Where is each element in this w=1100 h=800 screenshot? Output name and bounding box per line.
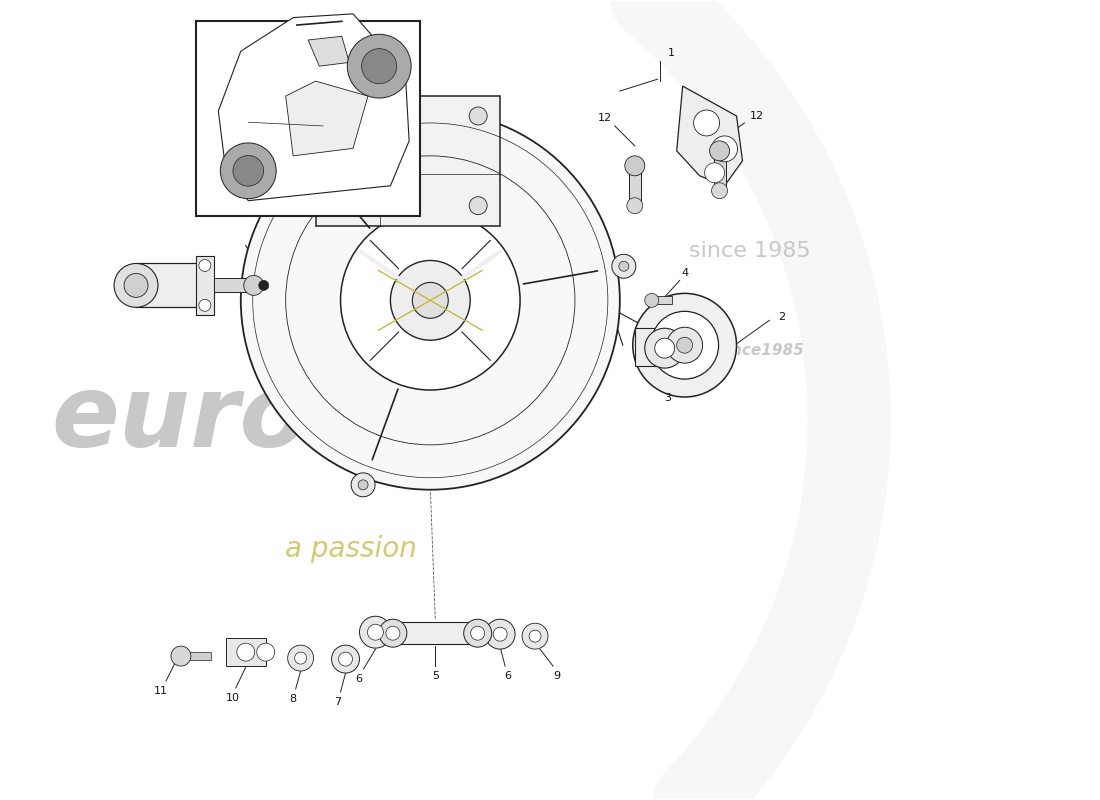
Circle shape: [470, 197, 487, 214]
Circle shape: [412, 282, 449, 318]
Circle shape: [292, 138, 316, 162]
Circle shape: [341, 210, 520, 390]
Circle shape: [367, 624, 384, 640]
Circle shape: [645, 328, 684, 368]
Bar: [635, 328, 664, 366]
Circle shape: [256, 643, 275, 661]
Text: a passion: a passion: [285, 535, 417, 563]
Text: europeansince1985: europeansince1985: [635, 342, 804, 358]
Bar: [136, 263, 211, 307]
Circle shape: [529, 630, 541, 642]
Circle shape: [359, 480, 369, 490]
Circle shape: [705, 163, 725, 182]
Circle shape: [199, 259, 211, 271]
Text: 5: 5: [432, 671, 439, 681]
Circle shape: [625, 156, 645, 176]
Circle shape: [244, 275, 264, 295]
Circle shape: [199, 299, 211, 311]
Text: 1: 1: [668, 48, 675, 58]
Circle shape: [329, 107, 346, 125]
Polygon shape: [676, 86, 742, 186]
Circle shape: [114, 263, 158, 307]
Circle shape: [362, 49, 397, 84]
Circle shape: [339, 652, 352, 666]
Circle shape: [612, 254, 636, 278]
Text: 6: 6: [355, 674, 362, 684]
Circle shape: [241, 111, 619, 490]
Circle shape: [712, 182, 727, 198]
Text: 6: 6: [505, 671, 512, 681]
Text: 3: 3: [664, 393, 671, 403]
Circle shape: [645, 294, 659, 307]
Circle shape: [667, 327, 703, 363]
Circle shape: [464, 619, 492, 647]
Text: 10: 10: [226, 693, 240, 703]
Circle shape: [632, 294, 737, 397]
Text: 9: 9: [553, 671, 561, 681]
Circle shape: [471, 626, 485, 640]
Text: 2: 2: [778, 312, 785, 322]
Circle shape: [360, 616, 392, 648]
Text: 7: 7: [334, 697, 341, 707]
Circle shape: [348, 34, 411, 98]
Circle shape: [676, 338, 693, 353]
Circle shape: [485, 619, 515, 649]
Bar: [393, 622, 477, 644]
Circle shape: [124, 274, 148, 298]
Bar: [316, 96, 500, 226]
Bar: [196, 255, 213, 315]
Text: 12: 12: [749, 111, 763, 121]
Text: 12: 12: [597, 113, 612, 123]
Circle shape: [220, 143, 276, 198]
Circle shape: [522, 623, 548, 649]
Polygon shape: [218, 14, 409, 201]
Bar: [213, 278, 252, 292]
Circle shape: [233, 155, 264, 186]
Circle shape: [694, 110, 719, 136]
Bar: [714, 151, 726, 190]
Circle shape: [651, 311, 718, 379]
Circle shape: [236, 643, 255, 661]
Text: since 1985: since 1985: [689, 241, 811, 261]
Polygon shape: [308, 36, 350, 66]
Circle shape: [170, 646, 191, 666]
Circle shape: [493, 627, 507, 641]
Circle shape: [386, 626, 400, 640]
Text: euro: euro: [52, 371, 308, 469]
Circle shape: [378, 619, 407, 647]
Circle shape: [627, 198, 642, 214]
Circle shape: [351, 473, 375, 497]
Circle shape: [288, 645, 313, 671]
Polygon shape: [286, 81, 368, 156]
Circle shape: [258, 281, 268, 290]
Circle shape: [299, 145, 309, 155]
Text: 4: 4: [681, 269, 689, 278]
Bar: [651, 296, 672, 304]
Circle shape: [710, 141, 729, 161]
Bar: [196, 22, 420, 216]
Circle shape: [619, 262, 629, 271]
Circle shape: [654, 338, 674, 358]
Text: 11: 11: [154, 686, 168, 696]
Circle shape: [470, 107, 487, 125]
Bar: [180, 652, 211, 660]
Circle shape: [390, 261, 470, 340]
Text: 8: 8: [289, 694, 296, 704]
Bar: [226, 638, 266, 666]
Circle shape: [712, 136, 737, 162]
Circle shape: [329, 197, 346, 214]
Circle shape: [331, 645, 360, 673]
Bar: [629, 166, 641, 206]
Circle shape: [295, 652, 307, 664]
